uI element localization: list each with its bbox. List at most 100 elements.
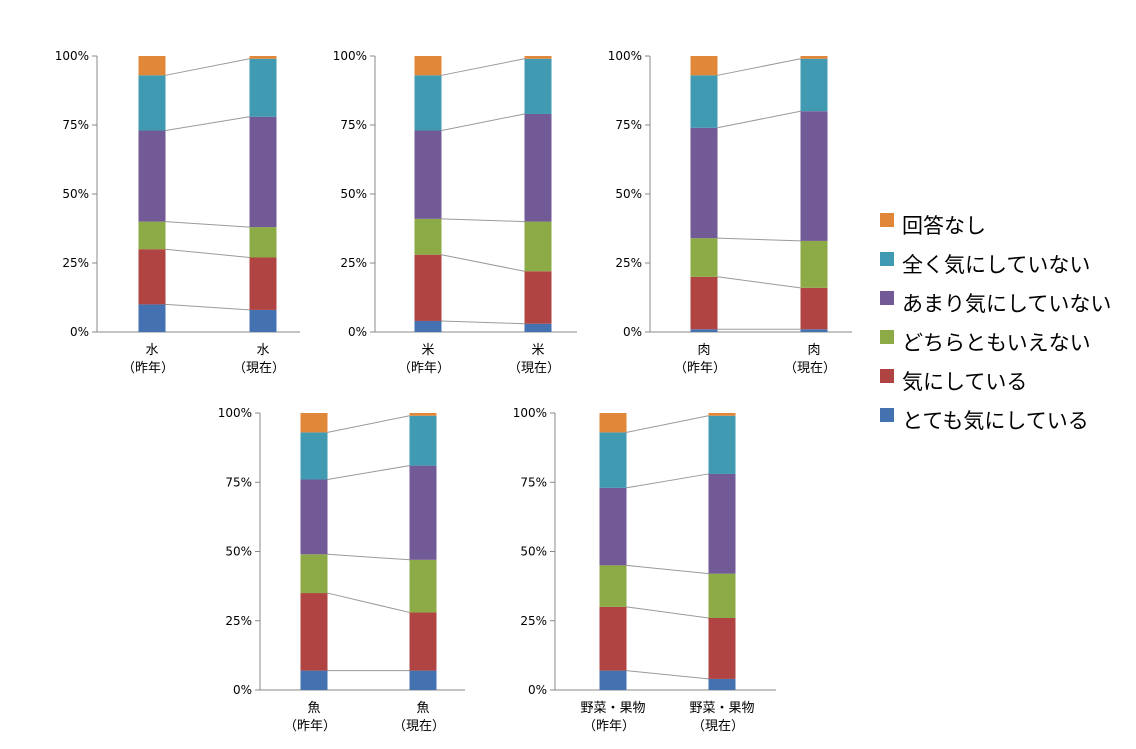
bar-segment (300, 554, 328, 594)
y-tick-label: 25% (615, 256, 642, 270)
connector-line (717, 110, 801, 129)
y-tick-label: 0% (70, 325, 89, 339)
y-tick-label: 25% (520, 614, 547, 628)
bar-segment (249, 309, 277, 332)
legend-swatch (880, 291, 894, 305)
bar-segment (690, 56, 718, 76)
bar-segment (708, 678, 736, 690)
bar-segment (138, 304, 166, 332)
bar-segment (800, 287, 828, 330)
bar-segment (249, 58, 277, 117)
category-label: 米 (531, 343, 544, 358)
bar-segment (800, 56, 828, 59)
connector-line (327, 553, 410, 561)
legend-label: とても気にしている (902, 409, 1089, 433)
bar-segment (300, 413, 328, 433)
bar-segment (249, 56, 277, 59)
category-sublabel: （現在） (508, 361, 560, 376)
bar-segment (599, 606, 627, 671)
bar-segment (524, 323, 552, 332)
legend-label: どちらともいえない (902, 331, 1091, 355)
bar-segment (690, 127, 718, 239)
bar-segment (708, 617, 736, 679)
connector-line (626, 670, 709, 680)
connector-line (717, 237, 801, 242)
bar-segment (414, 130, 442, 219)
bar-segment (524, 221, 552, 272)
bar-segment (524, 113, 552, 222)
bar-segment (409, 413, 437, 416)
connector-line (626, 564, 709, 575)
y-tick-label: 50% (62, 187, 89, 201)
connector-line (626, 606, 709, 619)
legend-swatch (880, 252, 894, 266)
bar-segment (708, 413, 736, 416)
category-label: 肉 (697, 343, 710, 358)
bar-segment (524, 56, 552, 59)
y-tick-label: 75% (225, 475, 252, 489)
connector-line (165, 116, 250, 132)
y-tick-label: 50% (340, 187, 367, 201)
y-tick-label: 100% (55, 49, 89, 63)
category-label: 野菜・果物 (689, 701, 754, 716)
bar-segment (249, 227, 277, 258)
bar-segment (409, 559, 437, 613)
connector-line (441, 113, 525, 132)
connector-line (165, 303, 250, 311)
bar-segment (138, 56, 166, 76)
category-sublabel: （現在） (393, 719, 445, 734)
connector-line (327, 592, 410, 613)
bar-segment (708, 473, 736, 574)
y-tick-label: 0% (528, 683, 547, 697)
bar-segment (138, 130, 166, 222)
connector-line (626, 473, 709, 489)
legend-label: 回答なし (902, 214, 986, 238)
connector-line (165, 248, 250, 258)
legend-label: あまり気にしていない (902, 292, 1111, 316)
y-tick-label: 0% (623, 325, 642, 339)
y-tick-label: 50% (615, 187, 642, 201)
bar-segment (599, 670, 627, 690)
chart-panel: 0% 25% 50% 75% 100% 魚 （昨年） 魚 （現在） (218, 406, 465, 734)
connector-line (626, 415, 709, 433)
legend-swatch (880, 369, 894, 383)
legend-swatch (880, 213, 894, 227)
category-sublabel: （昨年） (583, 719, 635, 734)
bar-segment (800, 58, 828, 112)
connector-line (441, 218, 525, 223)
bar-segment (690, 75, 718, 128)
bar-segment (300, 593, 328, 671)
category-label: 野菜・果物 (580, 701, 645, 716)
y-tick-label: 100% (608, 49, 642, 63)
connector-line (441, 58, 525, 76)
bar-segment (414, 218, 442, 255)
y-tick-label: 75% (615, 118, 642, 132)
bar-segment (800, 111, 828, 241)
connector-line (441, 320, 525, 325)
chart-panel: 0% 25% 50% 75% 100% 米 （昨年） 米 （現在） (333, 49, 577, 376)
bar-segment (249, 257, 277, 310)
category-sublabel: （現在） (784, 361, 836, 376)
connector-line (165, 221, 250, 228)
category-label: 魚 (307, 701, 320, 716)
bar-segment (300, 670, 328, 690)
bar-segment (599, 565, 627, 607)
category-sublabel: （昨年） (122, 361, 174, 376)
category-label: 魚 (416, 701, 429, 716)
bar-segment (300, 432, 328, 480)
y-tick-label: 25% (62, 256, 89, 270)
bar-segment (300, 479, 328, 555)
bar-segment (414, 320, 442, 332)
bar-segment (138, 75, 166, 131)
bar-segment (599, 413, 627, 433)
connector-line (165, 58, 250, 76)
legend-label: 全く気にしていない (902, 253, 1090, 277)
connector-line (717, 58, 801, 76)
y-tick-label: 0% (233, 683, 252, 697)
category-label: 水 (256, 343, 269, 358)
legend-swatch (880, 330, 894, 344)
legend-label: 気にしている (902, 370, 1027, 394)
category-sublabel: （昨年） (674, 361, 726, 376)
category-label: 米 (421, 343, 434, 358)
y-tick-label: 100% (218, 406, 252, 420)
